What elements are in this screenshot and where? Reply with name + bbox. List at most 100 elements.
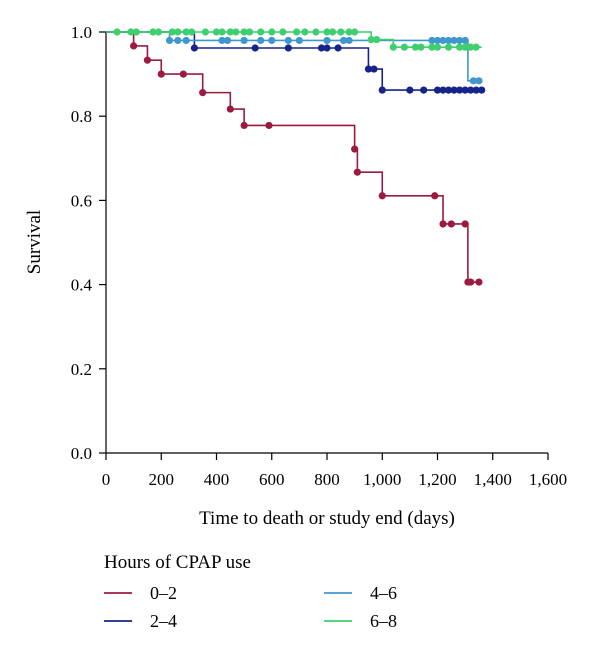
legend-label: 6–8 xyxy=(370,611,397,631)
censor-point xyxy=(364,65,373,73)
y-tick-label: 0.0 xyxy=(71,444,92,463)
censor-point xyxy=(154,28,163,36)
censor-point xyxy=(478,86,486,94)
censor-point xyxy=(240,121,248,130)
censor-point xyxy=(218,28,226,36)
x-tick-label: 0 xyxy=(102,470,111,489)
censor-point xyxy=(353,168,361,176)
censor-point xyxy=(367,35,375,44)
censor-point xyxy=(370,65,378,73)
censor-point xyxy=(284,36,292,45)
censor-point xyxy=(179,70,187,78)
censor-point xyxy=(428,43,436,51)
censor-point xyxy=(212,28,221,36)
censor-point xyxy=(226,105,234,113)
y-tick-label: 0.6 xyxy=(71,191,92,210)
censor-point xyxy=(351,28,359,36)
x-tick-label: 1,000 xyxy=(363,470,401,489)
censor-point xyxy=(328,28,337,36)
censor-point xyxy=(174,36,182,45)
censor-point xyxy=(461,36,469,45)
censor-point xyxy=(295,36,303,45)
censor-point xyxy=(420,86,428,94)
censor-point xyxy=(312,28,320,36)
censor-point xyxy=(444,86,453,94)
censor-point xyxy=(433,86,442,94)
censor-point xyxy=(461,220,469,228)
x-tick-label: 1,400 xyxy=(474,470,512,489)
censor-point xyxy=(433,36,442,45)
censor-point xyxy=(143,56,152,64)
censor-point xyxy=(257,28,265,36)
y-tick-label: 0.2 xyxy=(71,360,92,379)
censor-point xyxy=(132,28,140,36)
censor-point xyxy=(345,28,353,36)
censor-point xyxy=(456,86,464,94)
censor-point xyxy=(223,36,232,45)
censor-point xyxy=(232,28,240,36)
y-tick-label: 0.4 xyxy=(71,276,93,295)
censor-markers xyxy=(113,28,486,286)
censor-point xyxy=(469,77,478,85)
censor-point xyxy=(246,28,254,36)
x-tick-label: 1,200 xyxy=(418,470,456,489)
censor-point xyxy=(323,36,331,45)
censor-point xyxy=(378,86,386,94)
x-tick-label: 200 xyxy=(149,470,175,489)
legend-label: 4–6 xyxy=(370,583,397,603)
censor-point xyxy=(168,28,176,36)
censor-point xyxy=(378,192,386,200)
censor-point xyxy=(293,28,301,36)
censor-point xyxy=(268,36,276,45)
censor-point xyxy=(240,36,248,45)
censor-point xyxy=(279,28,287,36)
ticks: 0 200 400 600 800 1,000 1,200 1,400 1,600 0.0 0.2 0… xyxy=(71,23,567,489)
x-tick-label: 400 xyxy=(204,470,230,489)
censor-point xyxy=(301,28,309,36)
censor-point xyxy=(201,28,210,36)
censor-point xyxy=(428,36,436,45)
y-axis-title: Survival xyxy=(24,210,45,274)
censor-point xyxy=(475,77,483,85)
x-tick-label: 600 xyxy=(259,470,285,489)
censor-point xyxy=(400,43,408,51)
curves xyxy=(106,31,482,283)
censor-point xyxy=(447,220,455,228)
censor-point xyxy=(475,278,483,286)
censor-point xyxy=(389,43,397,51)
censor-point xyxy=(240,28,248,36)
censor-point xyxy=(127,28,135,36)
censor-point xyxy=(188,28,196,36)
x-axis-title: Time to death or study end (days) xyxy=(199,508,455,529)
censor-point xyxy=(157,70,165,78)
censor-point xyxy=(284,44,292,52)
censor-point xyxy=(130,42,138,50)
legend-label: 2–4 xyxy=(150,611,177,631)
censor-point xyxy=(467,278,475,286)
censor-point xyxy=(472,43,480,51)
censor-point xyxy=(323,28,331,36)
y-tick-label: 0.8 xyxy=(71,107,92,126)
censor-point xyxy=(439,220,447,228)
censor-point xyxy=(345,36,353,45)
censor-point xyxy=(218,36,226,45)
x-tick-label: 800 xyxy=(314,470,340,489)
censor-point xyxy=(323,44,331,52)
censor-point xyxy=(334,44,342,52)
legend: Hours of CPAP use 0–2 2–4 4–6 6–8 xyxy=(104,552,397,631)
censor-point xyxy=(265,121,273,130)
censor-point xyxy=(174,28,182,36)
censor-point xyxy=(467,43,475,51)
x-tick-label: 1,600 xyxy=(529,470,567,489)
censor-point xyxy=(182,28,190,36)
censor-point xyxy=(406,86,414,94)
y-tick-label: 1.0 xyxy=(71,23,92,42)
censor-point xyxy=(373,35,381,44)
censor-point xyxy=(351,145,359,153)
censor-point xyxy=(165,36,174,45)
censor-point xyxy=(339,36,348,45)
censor-point xyxy=(226,28,234,36)
censor-point xyxy=(257,36,265,45)
axes xyxy=(105,32,548,454)
